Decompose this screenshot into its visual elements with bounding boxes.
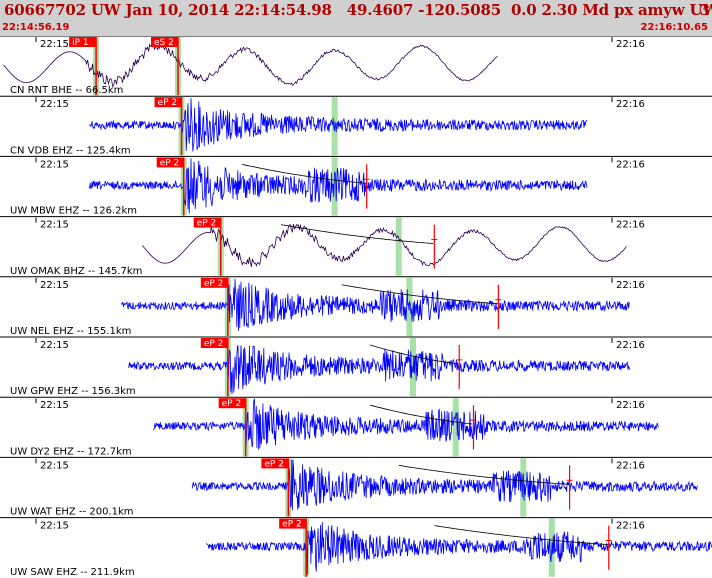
station-label: CN RNT BHE -- 66.5km [10, 85, 123, 96]
waveform [191, 459, 698, 511]
station-label: UW NEL EHZ -- 155.1km [10, 326, 131, 337]
tick-label-right: 22:16 [616, 280, 645, 291]
tick-label-left: 22:15 [40, 460, 69, 471]
tick-label-left: 22:15 [40, 400, 69, 411]
pick-label: iP 1 [72, 38, 89, 48]
page-number: 3 [699, 1, 710, 19]
waveform [142, 223, 627, 267]
tick-label-right: 22:16 [616, 340, 645, 351]
tick-label-right: 22:16 [616, 159, 645, 170]
start-time: 22:14:56.19 [2, 22, 70, 33]
pick-label: eP 2 [204, 339, 224, 349]
waveform [206, 522, 712, 575]
pick-flag [200, 277, 228, 288]
pick-flag [218, 398, 246, 409]
station-label: UW DY2 EHZ -- 172.7km [10, 446, 132, 457]
pick-flag [200, 338, 228, 348]
window-marker [452, 398, 459, 457]
coda-curve [434, 525, 609, 545]
station-label: CN VDB EHZ -- 125.4km [10, 145, 131, 156]
tick-label-right: 22:16 [616, 521, 645, 532]
tick-label-right: 22:16 [616, 460, 645, 471]
tick-label-left: 22:15 [40, 39, 69, 50]
coda-curve [398, 465, 569, 485]
tick-label-left: 22:15 [40, 220, 69, 231]
waveform [120, 278, 631, 331]
tick-label-left: 22:15 [40, 280, 69, 291]
pick-flag [279, 518, 307, 529]
tick-label-left: 22:15 [40, 99, 69, 110]
waveform [152, 398, 659, 450]
record-header: 60667702 UW Jan 10, 2014 22:14:54.98 49.… [0, 0, 712, 36]
coda-curve [281, 224, 434, 244]
seismogram-panel: iP 1 eS 2 22:15 22:16 CN RNT BHE -- 66.5km eP… [0, 36, 712, 578]
window-marker [395, 217, 402, 276]
pick-label: eP 2 [197, 219, 217, 229]
tick-label-right: 22:16 [616, 220, 645, 231]
pick-label: eP 2 [160, 158, 180, 168]
coda-curve [370, 404, 473, 425]
tick-label-left: 22:15 [40, 340, 69, 351]
station-label: UW MBW EHZ -- 126.2km [10, 206, 137, 217]
tick-label-right: 22:16 [616, 400, 645, 411]
coda-curve [242, 164, 367, 184]
event-title: 60667702 UW Jan 10, 2014 22:14:54.98 49.… [4, 1, 712, 19]
station-label: UW GPW EHZ -- 156.3km [10, 386, 136, 397]
pick-label: eP 2 [222, 399, 242, 409]
station-label: UW SAW EHZ -- 211.9km [10, 567, 135, 578]
end-time: 22:16:10.65 [640, 22, 708, 33]
pick-flag [261, 458, 289, 469]
window-marker [331, 157, 338, 216]
pick-label: eP 2 [204, 279, 224, 289]
tick-label-left: 22:15 [40, 159, 69, 170]
pick-label: eP 2 [264, 459, 284, 469]
pick-flag [193, 217, 221, 228]
waveform [88, 158, 588, 214]
pick-flag [156, 157, 184, 168]
tick-label-right: 22:16 [616, 99, 645, 110]
pick-label: eP 2 [282, 520, 302, 530]
pick-flag [151, 37, 178, 47]
coda-curve [341, 284, 498, 305]
station-label: UW OMAK BHZ -- 145.7km [10, 266, 142, 277]
coda-curve [370, 344, 459, 365]
waveform [88, 98, 588, 152]
tick-label-right: 22:16 [616, 39, 645, 50]
window-marker [409, 338, 416, 397]
waveform [128, 345, 631, 395]
waveform [3, 42, 498, 88]
pick-label: eS 2 [154, 38, 174, 48]
tick-label-left: 22:15 [40, 521, 69, 532]
station-label: UW WAT EHZ -- 200.1km [10, 507, 134, 518]
pick-flag [154, 97, 182, 108]
pick-flag [69, 37, 97, 47]
pick-label: eP 2 [158, 98, 178, 108]
